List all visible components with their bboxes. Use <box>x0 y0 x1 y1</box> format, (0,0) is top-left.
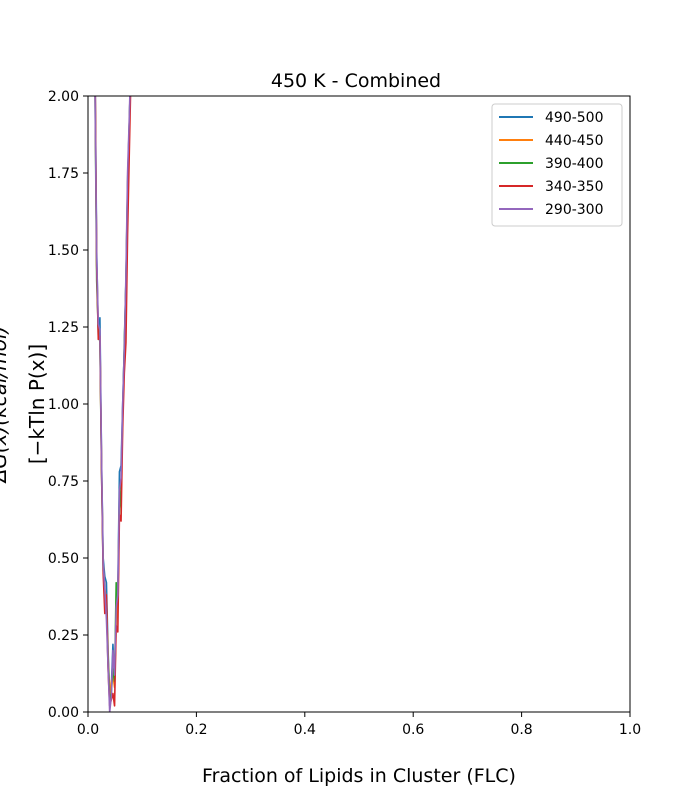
y-tick-label: 1.75 <box>48 166 79 182</box>
series-layer <box>94 96 132 712</box>
legend-label-390-400: 390-400 <box>545 156 604 172</box>
x-tick-label: 0.6 <box>402 722 424 738</box>
legend-box <box>491 103 623 227</box>
y-tick-label: 0.75 <box>48 474 79 490</box>
x-tick-label: 0.0 <box>77 722 99 738</box>
x-axis-label: Fraction of Lipids in Cluster (FLC) <box>202 765 516 787</box>
y-axis-label: ΔG(x)(kcal/mol) [−kTln P(x)] <box>0 326 49 485</box>
y-tick-label: 0.50 <box>48 551 79 567</box>
legend-label-490-500: 490-500 <box>545 110 604 126</box>
y-tick-label: 1.25 <box>48 320 79 336</box>
legend-label-290-300: 290-300 <box>545 202 604 218</box>
y-axis-label-line2: [−kTln P(x)] <box>25 344 49 464</box>
y-tick-label: 1.50 <box>48 243 79 259</box>
x-tick-label: 0.2 <box>185 722 207 738</box>
legend-label-440-450: 440-450 <box>545 133 604 149</box>
y-tick-label: 0.25 <box>48 628 79 644</box>
y-tick-label: 0.00 <box>48 705 79 721</box>
y-tick-label: 1.00 <box>48 397 79 413</box>
y-axis-label-line1: ΔG(x)(kcal/mol) <box>0 326 11 485</box>
legend-label-340-350: 340-350 <box>545 179 604 195</box>
y-axis: 0.00 0.25 0.50 0.75 1.00 1.25 1.50 1.75 2.00 <box>48 89 88 721</box>
x-tick-label: 1.0 <box>619 722 641 738</box>
series-line-290-300 <box>94 96 131 712</box>
series-line-340-350 <box>94 96 132 707</box>
legend: 490-500 440-450 390-400 340-350 290-300 <box>491 103 623 227</box>
chart-title: 450 K - Combined <box>271 70 441 92</box>
x-axis: 0.0 0.2 0.4 0.6 0.8 1.0 <box>77 712 641 738</box>
y-tick-label: 2.00 <box>48 89 79 105</box>
x-tick-label: 0.8 <box>510 722 532 738</box>
x-tick-label: 0.4 <box>294 722 316 738</box>
